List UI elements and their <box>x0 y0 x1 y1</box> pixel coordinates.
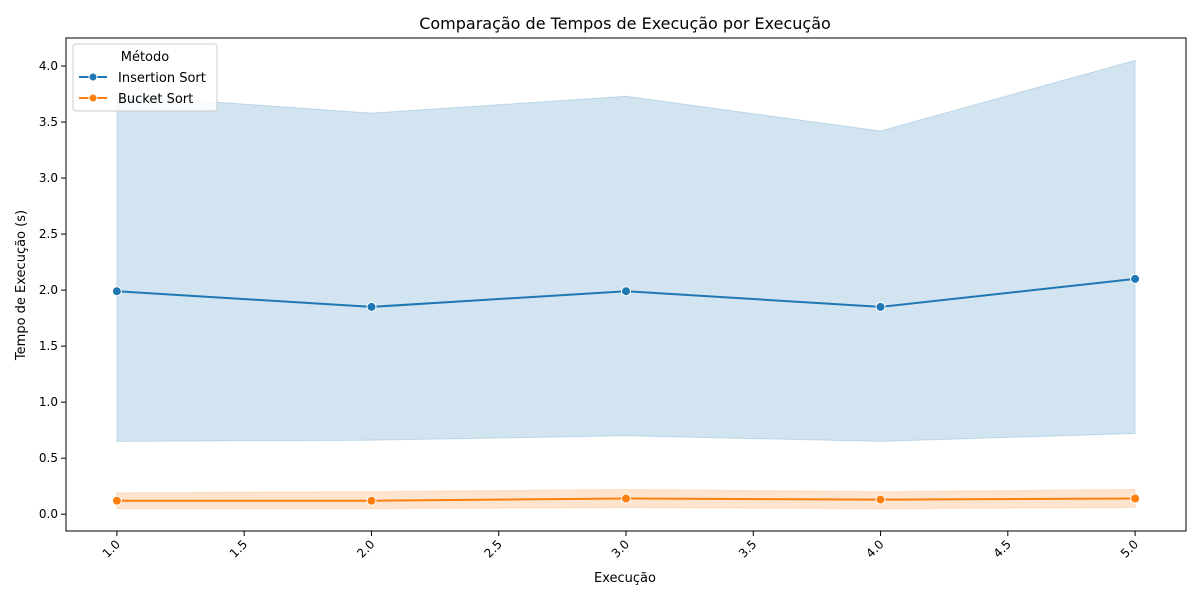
x-axis: 1.0 1.5 2.0 2.5 3.0 3.5 4.0 4.5 5.0 <box>100 531 1141 561</box>
x-tick-label: 1.0 <box>100 537 123 560</box>
insertion-sort-point <box>366 301 377 312</box>
y-axis: 0.0 0.5 1.0 1.5 2.0 2.5 3.0 3.5 4.0 <box>39 59 66 521</box>
bucket-sort-point <box>621 493 631 504</box>
x-tick-label: 3.0 <box>609 537 632 560</box>
y-tick-label: 1.0 <box>39 395 58 409</box>
x-tick-label: 3.5 <box>736 537 759 560</box>
x-axis-title: Execução <box>594 571 656 586</box>
legend-bucket-sort-label: Bucket Sort <box>118 92 193 107</box>
y-tick-label: 2.0 <box>39 283 58 297</box>
legend-title: Método <box>121 50 170 65</box>
bucket-sort-point <box>111 495 122 506</box>
x-tick-label: 2.0 <box>354 537 377 560</box>
legend: Método Insertion Sort Bucket Sort <box>72 43 218 112</box>
bucket-sort-point <box>875 494 886 505</box>
y-tick-label: 4.0 <box>39 59 58 73</box>
y-axis-title: Tempo de Execução (s) <box>14 210 29 361</box>
insertion-sort-point <box>111 286 122 297</box>
chart-title: Comparação de Tempos de Execução por Exe… <box>419 14 831 33</box>
bucket-sort-point <box>1130 493 1141 504</box>
x-tick-label: 1.5 <box>227 537 250 560</box>
confidence-bands <box>116 59 1136 510</box>
legend-box <box>72 43 218 112</box>
x-tick-label: 2.5 <box>481 537 504 560</box>
y-tick-label: 3.5 <box>39 115 58 129</box>
insertion-sort-confidence-band <box>116 59 1136 442</box>
legend-insertion-sort-label: Insertion Sort <box>118 71 206 86</box>
y-tick-label: 0.0 <box>39 507 58 521</box>
x-tick-label: 5.0 <box>1118 537 1141 560</box>
x-tick-label: 4.5 <box>991 537 1014 560</box>
insertion-sort-point <box>621 286 631 297</box>
y-tick-label: 1.5 <box>39 339 58 353</box>
series-markers <box>111 273 1141 506</box>
y-tick-label: 3.0 <box>39 171 58 185</box>
y-tick-label: 2.5 <box>39 227 58 241</box>
x-tick-label: 4.0 <box>863 537 886 560</box>
legend-insertion-sort-marker <box>88 72 98 82</box>
insertion-sort-point <box>875 301 886 312</box>
legend-bucket-sort-marker <box>88 93 98 103</box>
insertion-sort-point <box>1130 273 1141 284</box>
bucket-sort-point <box>366 495 377 506</box>
y-tick-label: 0.5 <box>39 451 58 465</box>
